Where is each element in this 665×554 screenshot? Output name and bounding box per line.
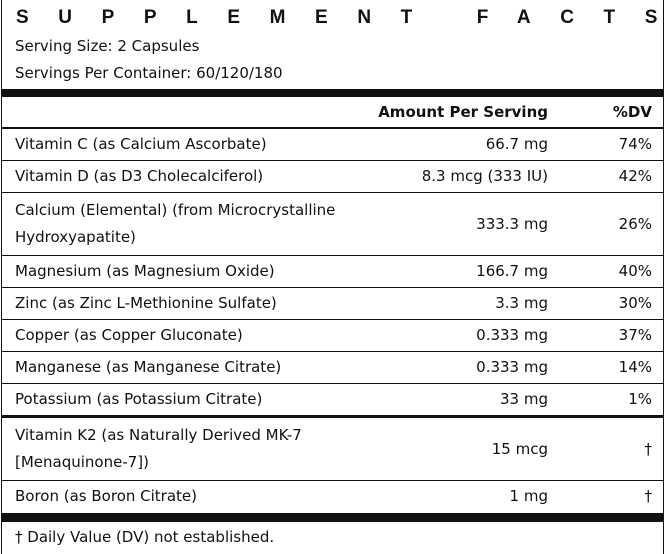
- nutrient-row: Zinc (as Zinc L-Methionine Sulfate) 3.3 m…: [2, 287, 663, 320]
- nutrient-name: Copper (as Copper Gluconate): [2, 319, 360, 352]
- servings-per-container: Servings Per Container: 60/120/180: [15, 64, 283, 82]
- nutrient-name: Manganese (as Manganese Citrate): [2, 351, 360, 384]
- nutrient-name: Calcium (Elemental) (from Microcrystalli…: [2, 192, 360, 256]
- daily-value: †: [644, 487, 653, 505]
- amount: 333.3 mg: [360, 192, 548, 256]
- header-cell: %DV: [548, 97, 663, 129]
- daily-value: 26%: [548, 192, 663, 256]
- header-cell: [2, 97, 360, 129]
- nutrient-row: Potassium (as Potassium Citrate) 33 mg 1%: [2, 383, 663, 417]
- nutrient-name: Boron (as Boron Citrate): [15, 487, 197, 505]
- nutrient-row: Copper (as Copper Gluconate) 0.333 mg 37%: [2, 319, 663, 352]
- amount: 15 mcg: [360, 415, 548, 481]
- nutrient-row: Manganese (as Manganese Citrate) 0.333 mg…: [2, 351, 663, 384]
- daily-value: 74%: [548, 128, 663, 161]
- nutrient-name: Vitamin D (as D3 Cholecalciferol): [2, 160, 360, 193]
- amount: 0.333 mg: [360, 351, 548, 384]
- nutrient-name: Potassium (as Potassium Citrate): [2, 383, 360, 417]
- nutrient-name: Zinc (as Zinc L-Methionine Sulfate): [2, 287, 360, 320]
- nutrient-row: Vitamin C (as Calcium Ascorbate) 66.7 mg 7…: [2, 128, 663, 161]
- serving-size: Serving Size: 2 Capsules: [15, 37, 200, 55]
- amount: 1 mg: [509, 487, 548, 505]
- nutrient-name: Vitamin C (as Calcium Ascorbate): [2, 128, 360, 161]
- daily-value: †: [548, 415, 663, 481]
- nutrient-row: Boron (as Boron Citrate) 1 mg †: [2, 481, 663, 513]
- daily-value: 1%: [548, 383, 663, 417]
- amount: 8.3 mcg (333 IU): [360, 160, 548, 193]
- nutrient-row: Vitamin D (as D3 Cholecalciferol) 8.3 mcg…: [2, 160, 663, 193]
- daily-value: 37%: [548, 319, 663, 352]
- daily-value: 30%: [548, 287, 663, 320]
- footnote: † Daily Value (DV) not established.: [15, 528, 275, 546]
- daily-value: 42%: [548, 160, 663, 193]
- header-row: Amount Per Serving %DV: [2, 97, 663, 129]
- divider: [2, 513, 663, 522]
- amount: 0.333 mg: [360, 319, 548, 352]
- facts-table: Amount Per Serving %DV Vitamin C (as Cal…: [2, 97, 663, 512]
- daily-value: 14%: [548, 351, 663, 384]
- amount: 166.7 mg: [360, 255, 548, 288]
- nutrient-row: Magnesium (as Magnesium Oxide) 166.7 mg 40…: [2, 255, 663, 288]
- amount: 66.7 mg: [360, 128, 548, 161]
- amount: 3.3 mg: [360, 287, 548, 320]
- title: SUPPLEMENT FACTS: [16, 7, 665, 28]
- divider: [2, 89, 663, 97]
- nutrient-name: Vitamin K2 (as Naturally Derived MK-7 [M…: [2, 415, 360, 481]
- nutrient-name: Magnesium (as Magnesium Oxide): [2, 255, 360, 288]
- header-cell: Amount Per Serving: [360, 97, 548, 129]
- amount: 33 mg: [360, 383, 548, 417]
- nutrient-row: Calcium (Elemental) (from Microcrystalli…: [2, 192, 663, 256]
- daily-value: 40%: [548, 255, 663, 288]
- nutrient-row: Vitamin K2 (as Naturally Derived MK-7 [M…: [2, 415, 663, 481]
